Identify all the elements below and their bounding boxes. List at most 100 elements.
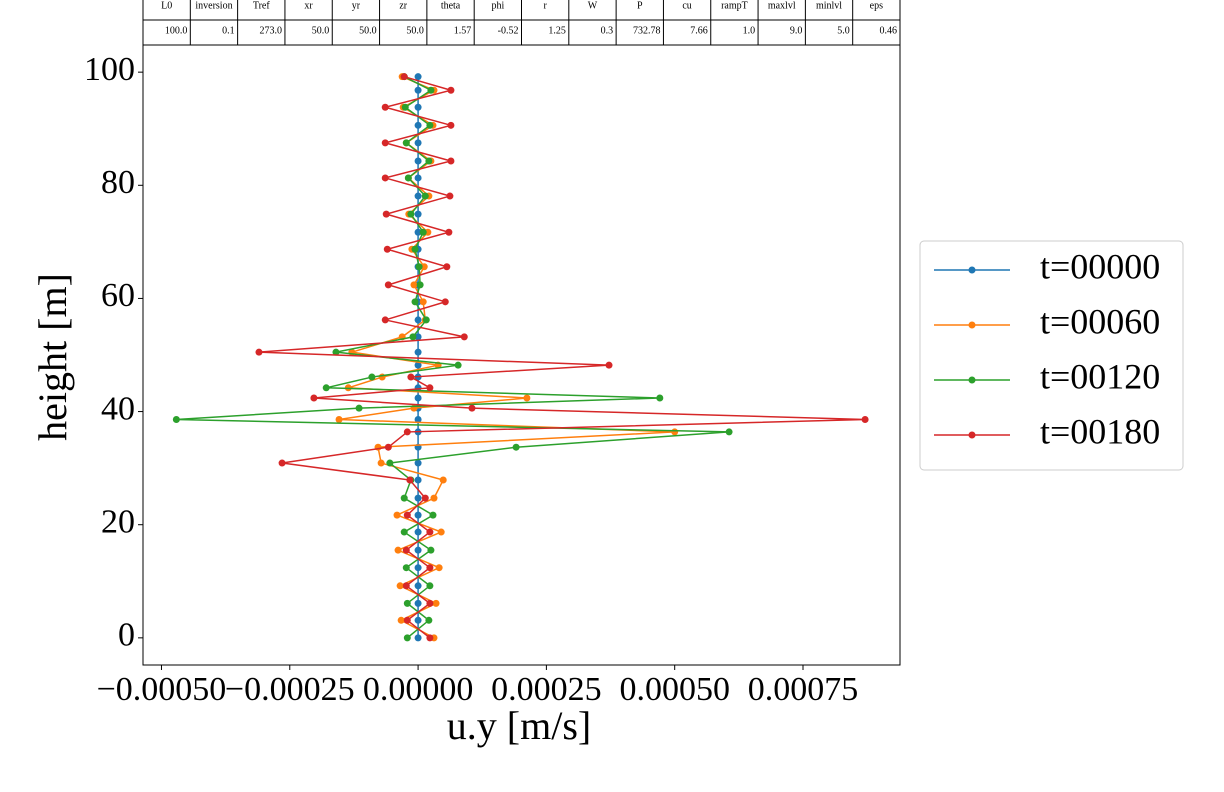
table-cell: 0.3: [601, 25, 614, 36]
data-point: [454, 361, 462, 369]
data-point: [656, 394, 664, 402]
table-header: inversion: [195, 0, 232, 11]
data-point: [414, 333, 422, 341]
data-point: [605, 361, 613, 369]
data-point: [414, 210, 422, 218]
data-point: [414, 316, 422, 324]
data-point: [426, 121, 434, 129]
data-point: [421, 192, 429, 200]
data-point: [381, 174, 389, 182]
data-point: [426, 599, 434, 607]
data-point: [384, 281, 392, 289]
data-point: [400, 73, 408, 81]
table-header: zr: [399, 0, 407, 11]
y-tick-label: 20: [101, 504, 135, 541]
data-point: [414, 139, 422, 147]
data-point: [406, 476, 414, 484]
table-cell: 50.0: [406, 25, 424, 36]
data-point: [443, 263, 451, 271]
data-point: [394, 546, 402, 554]
data-point: [335, 415, 343, 423]
data-point: [414, 121, 422, 129]
table-cell: 1.0: [743, 25, 756, 36]
data-point: [435, 564, 443, 572]
table-cell: 50.0: [359, 25, 377, 36]
data-point: [414, 494, 422, 502]
data-point: [332, 348, 340, 356]
data-point: [414, 192, 422, 200]
data-point: [377, 459, 385, 467]
data-point: [393, 511, 401, 519]
data-point: [407, 373, 415, 381]
data-point: [420, 263, 428, 271]
table-cell: -0.52: [498, 25, 519, 36]
data-point: [383, 245, 391, 253]
data-point: [421, 494, 429, 502]
legend-label: t=00000: [1040, 246, 1160, 286]
table-header: minlvl: [816, 0, 842, 11]
y-tick-label: 40: [101, 390, 135, 427]
data-point: [414, 599, 422, 607]
series-line: [176, 76, 730, 639]
data-point: [446, 192, 454, 200]
data-point: [403, 616, 411, 624]
data-point: [447, 157, 455, 165]
data-point: [381, 316, 389, 324]
data-point: [468, 404, 476, 412]
data-point: [414, 361, 422, 369]
data-point: [278, 459, 286, 467]
table-cell: 100.0: [165, 25, 188, 36]
data-point: [381, 103, 389, 111]
data-point: [419, 228, 427, 236]
data-point: [403, 599, 411, 607]
data-point: [422, 316, 430, 324]
table-header: P: [637, 0, 643, 11]
plot-frame: [142, 44, 901, 666]
x-tick-label: 0.00050: [619, 671, 730, 708]
data-point: [414, 616, 422, 624]
legend-marker: [968, 266, 976, 274]
table-cell: 273.0: [259, 25, 282, 36]
data-point: [671, 428, 679, 436]
data-point: [425, 157, 433, 165]
y-tick-label: 0: [118, 617, 135, 654]
data-point: [381, 139, 389, 147]
data-point: [414, 459, 422, 467]
data-point: [414, 582, 422, 590]
data-point: [414, 103, 422, 111]
data-point: [426, 564, 434, 572]
x-tick-label: −0.00025: [225, 671, 355, 708]
table-cell: 0.1: [222, 25, 235, 36]
table-cell: 1.25: [548, 25, 566, 36]
data-point: [415, 263, 423, 271]
legend-label: t=00120: [1040, 356, 1160, 396]
data-point: [402, 546, 410, 554]
data-point: [430, 494, 438, 502]
table-cell: 5.0: [837, 25, 850, 36]
data-point: [512, 443, 520, 451]
table-header: phi: [491, 0, 504, 11]
table-header: maxlvl: [768, 0, 796, 11]
data-point: [322, 384, 330, 392]
x-axis-label: u.y [m/s]: [447, 703, 591, 748]
data-point: [386, 459, 394, 467]
data-point: [403, 428, 411, 436]
data-point: [426, 582, 434, 590]
data-point: [414, 174, 422, 182]
data-point: [441, 298, 449, 306]
data-point: [414, 634, 422, 642]
data-point: [255, 348, 263, 356]
data-point: [409, 333, 417, 341]
data-point: [419, 298, 427, 306]
data-point: [401, 103, 409, 111]
data-point: [523, 394, 531, 402]
data-point: [400, 528, 408, 536]
data-point: [414, 157, 422, 165]
legend: [919, 240, 1184, 471]
data-point: [368, 373, 376, 381]
data-point: [447, 86, 455, 94]
series-line: [258, 75, 866, 639]
data-point: [414, 476, 422, 484]
x-tick-label: 0.00025: [491, 671, 602, 708]
data-point: [172, 415, 180, 423]
